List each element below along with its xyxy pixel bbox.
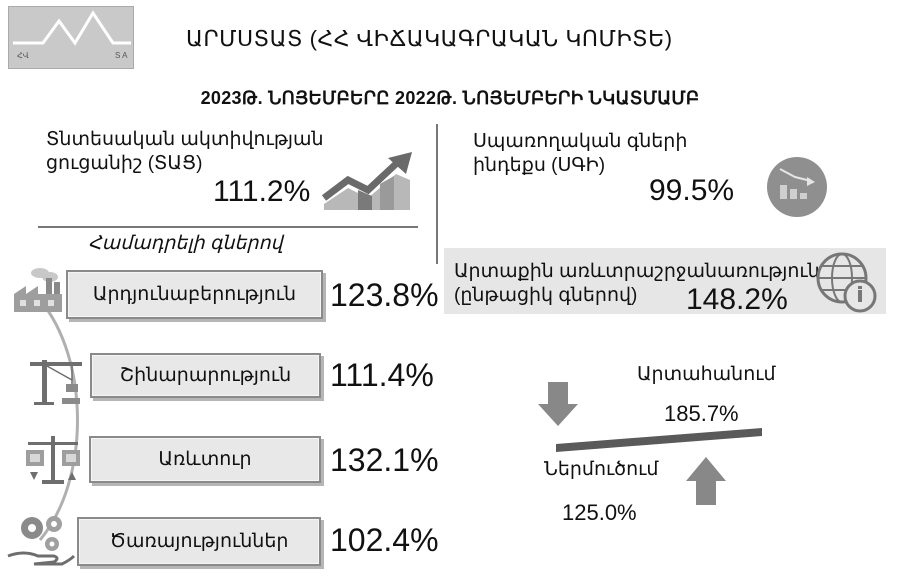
sector-value-industry: 123.8% [330, 277, 439, 313]
sector-label-services: Ծառայություններ [109, 531, 289, 552]
import-up-arrow-icon [686, 457, 726, 505]
import-label: Ներմուծում [544, 459, 659, 480]
growth-chart-icon [321, 152, 412, 210]
economic-activity-label: Տնտեսական ակտիվության ցուցանիշ (ՏԱՑ) [46, 129, 324, 174]
sectors-connector-line [38, 299, 79, 541]
vertical-divider [436, 124, 438, 264]
price-decline-icon [767, 157, 827, 217]
sector-label-construction: Շինարարություն [119, 365, 292, 386]
economic-activity-value: 111.2% [213, 175, 311, 208]
sector-label-trade: Առևտուր [158, 449, 252, 470]
sector-value-trade: 132.1% [330, 442, 439, 478]
factory-icon [14, 268, 62, 312]
sector-value-services: 102.4% [330, 522, 439, 558]
sector-button-industry: Արդյունաբերություն [66, 270, 323, 319]
sector-button-construction: Շինարարություն [90, 353, 321, 398]
export-label: Արտահանում [637, 364, 776, 385]
scales-icon [26, 436, 80, 484]
crane-icon [30, 360, 82, 405]
armstat-logo: ՀՎ S A [8, 6, 134, 69]
sector-button-trade: Առևտուր [89, 436, 321, 483]
import-value: 125.0% [562, 500, 637, 525]
sector-value-construction: 111.4% [330, 357, 434, 393]
trade-balance-bar [556, 428, 762, 452]
sector-button-services: Ծառայություններ [77, 517, 321, 566]
export-down-arrow-icon [538, 382, 578, 426]
external-trade-value: 148.2% [686, 283, 788, 316]
external-trade-box [444, 248, 886, 314]
cpi-value: 99.5% [649, 174, 735, 207]
header-title: ԱՐՄՍՏԱՏ (ՀՀ ՎԻՃԱԿԱԳՐԱԿԱՆ ԿՈՄԻՏԵ) [186, 26, 673, 51]
export-value: 185.7% [664, 401, 739, 426]
left-divider [38, 226, 418, 228]
logo-right-text: S A [115, 51, 128, 60]
globe-clock-icon [816, 252, 877, 313]
external-trade-label: Արտաքին առևտրաշրջանառություն (ընթացիկ գն… [454, 261, 820, 306]
page-subtitle: 2023Թ. ՆՈՅԵՄԲԵՐԸ 2022Թ. ՆՈՅԵՄԲԵՐԻ ՆԿԱՏՄԱ… [200, 88, 700, 108]
logo-left-text: ՀՎ [17, 51, 29, 60]
gears-hand-icon [7, 516, 76, 566]
sector-label-industry: Արդյունաբերություն [92, 284, 297, 305]
cpi-label: Սպառողական գների ինդեքս (ՍԳԻ) [473, 131, 688, 176]
comparable-prices-label: Համադրելի գներով [88, 233, 283, 254]
